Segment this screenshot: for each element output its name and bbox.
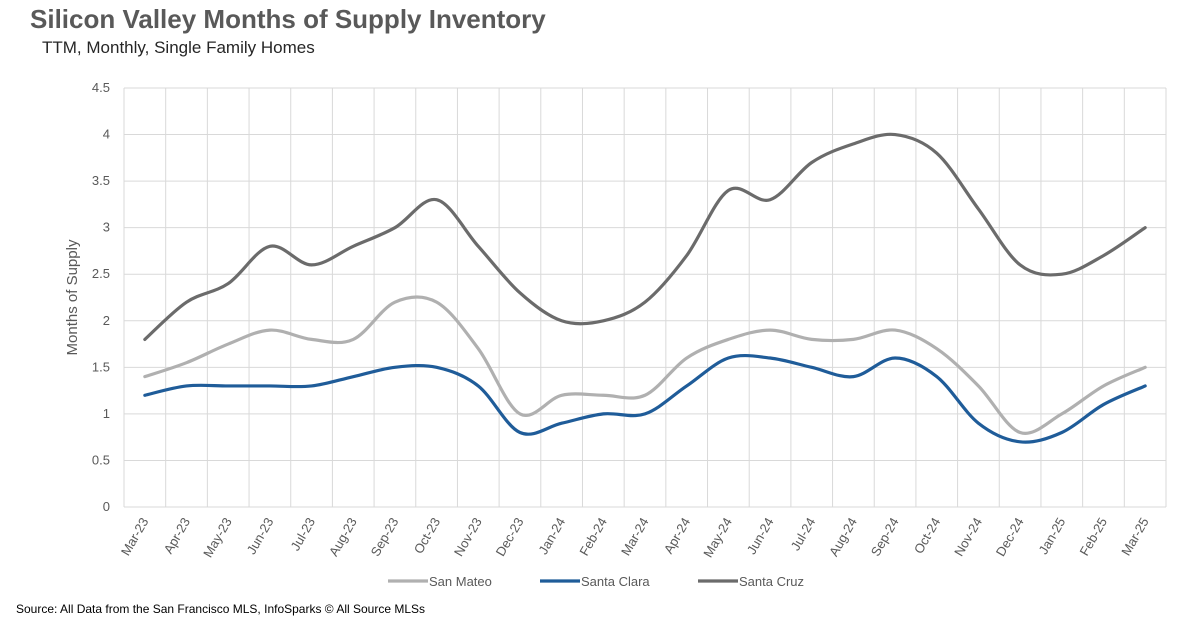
legend: San Mateo Santa Clara Santa Cruz bbox=[388, 574, 804, 589]
x-tick-label: Jan-25 bbox=[1036, 515, 1069, 557]
source-note: Source: All Data from the San Francisco … bbox=[16, 602, 426, 616]
x-tick-label: Oct-23 bbox=[411, 515, 443, 556]
x-tick-label: Aug-23 bbox=[326, 515, 360, 559]
x-tick-label: Nov-24 bbox=[951, 515, 985, 559]
x-tick-label: Jun-24 bbox=[744, 515, 777, 557]
y-tick-label: 1 bbox=[103, 406, 110, 421]
x-tick-label: May-24 bbox=[700, 515, 735, 560]
x-tick-label: Jun-23 bbox=[244, 515, 277, 557]
y-tick-label: 4.5 bbox=[92, 80, 110, 95]
x-tick-label: Dec-24 bbox=[993, 515, 1027, 559]
series-line-santa-clara bbox=[143, 353, 1147, 444]
legend-label-santa-cruz: Santa Cruz bbox=[739, 574, 804, 589]
y-axis-title: Months of Supply bbox=[64, 239, 81, 355]
x-tick-label: Jul-24 bbox=[788, 515, 819, 553]
x-tick-label: Mar-24 bbox=[618, 515, 652, 558]
y-tick-label: 3 bbox=[103, 220, 110, 235]
chart-subtitle: TTM, Monthly, Single Family Homes bbox=[42, 38, 315, 57]
y-tick-label: 2 bbox=[103, 313, 110, 328]
x-tick-label: Oct-24 bbox=[911, 515, 943, 556]
x-tick-label: Mar-23 bbox=[118, 515, 152, 558]
x-tick-label: Aug-24 bbox=[826, 515, 860, 559]
gridlines bbox=[123, 87, 1167, 508]
x-tick-label: Jan-24 bbox=[535, 515, 568, 557]
series-line-santa-cruz bbox=[143, 132, 1147, 341]
chart-title: Silicon Valley Months of Supply Inventor… bbox=[30, 4, 546, 34]
series-lines bbox=[143, 132, 1147, 444]
series-line-san-mateo bbox=[143, 295, 1147, 435]
x-tick-label: Sep-24 bbox=[868, 515, 902, 559]
x-tick-label: Apr-24 bbox=[661, 515, 694, 556]
y-tick-label: 1.5 bbox=[92, 359, 110, 374]
y-tick-label: 0 bbox=[103, 499, 110, 514]
x-tick-label: Jul-23 bbox=[287, 515, 318, 553]
y-tick-label: 4 bbox=[103, 127, 110, 142]
x-tick-label: Feb-25 bbox=[1076, 515, 1110, 558]
y-tick-label: 3.5 bbox=[92, 173, 110, 188]
x-tick-label: Apr-23 bbox=[161, 515, 194, 556]
x-tick-label: Sep-23 bbox=[368, 515, 402, 559]
line-chart: 0 0.5 1 1.5 2 2.5 3 3.5 4 4.5 Mar-23 Apr-23 May-23 Ju… bbox=[64, 80, 1167, 589]
legend-label-santa-clara: Santa Clara bbox=[581, 574, 650, 589]
legend-label-san-mateo: San Mateo bbox=[429, 574, 492, 589]
x-tick-label: May-23 bbox=[200, 515, 235, 560]
y-tick-label: 0.5 bbox=[92, 452, 110, 467]
x-tick-label: Nov-23 bbox=[451, 515, 485, 559]
x-tick-label: Dec-23 bbox=[493, 515, 527, 559]
x-tick-label: Mar-25 bbox=[1118, 515, 1152, 558]
y-tick-label: 2.5 bbox=[92, 266, 110, 281]
x-tick-label: Feb-24 bbox=[576, 515, 610, 558]
